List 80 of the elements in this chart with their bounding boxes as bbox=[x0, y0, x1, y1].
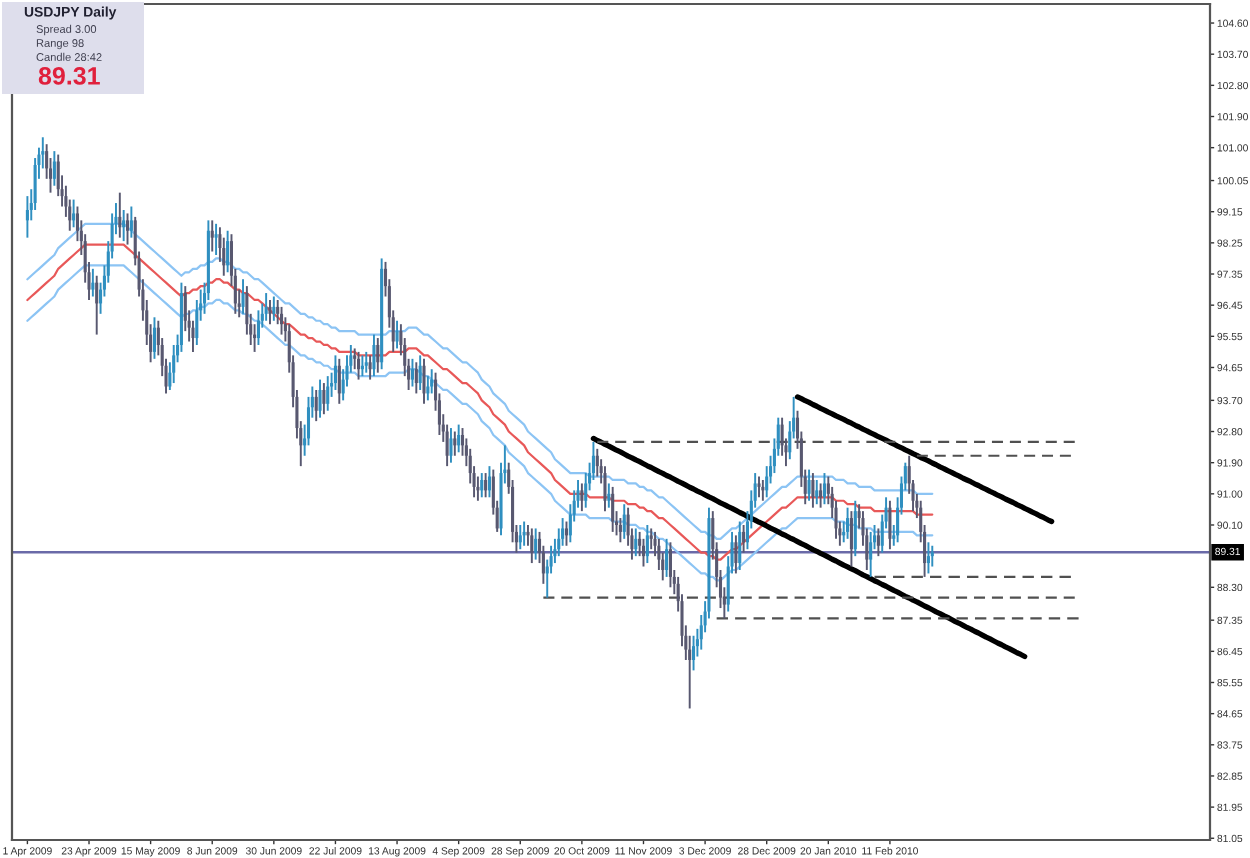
line-series bbox=[794, 394, 1055, 525]
candlestick bbox=[822, 472, 826, 506]
candlestick bbox=[668, 541, 672, 589]
candlestick bbox=[91, 267, 95, 298]
candlestick bbox=[256, 309, 260, 346]
candlestick bbox=[634, 527, 638, 558]
candlestick bbox=[603, 465, 607, 513]
candlestick bbox=[314, 389, 318, 423]
candlestick bbox=[95, 274, 99, 336]
candlestick bbox=[665, 537, 669, 578]
candlestick bbox=[457, 423, 461, 454]
candlestick bbox=[742, 524, 746, 554]
candlestick bbox=[645, 524, 649, 565]
candlestick bbox=[322, 382, 326, 416]
candlestick bbox=[815, 479, 819, 506]
candlestick bbox=[364, 350, 368, 374]
candlestick bbox=[372, 333, 376, 378]
candlestick bbox=[210, 219, 214, 253]
candlestick bbox=[692, 634, 696, 672]
candlestick bbox=[326, 375, 330, 412]
candlestick bbox=[118, 191, 122, 239]
candlestick bbox=[125, 212, 130, 246]
candlestick bbox=[622, 503, 626, 540]
candlestick bbox=[757, 475, 761, 499]
candlestick bbox=[738, 520, 742, 571]
candlestick bbox=[422, 357, 426, 405]
candlestick bbox=[807, 468, 811, 502]
candlestick bbox=[357, 350, 361, 381]
line-series bbox=[590, 435, 1028, 660]
candlestick bbox=[333, 354, 337, 391]
candlestick bbox=[318, 378, 322, 419]
candlestick bbox=[368, 354, 372, 381]
candlestick bbox=[853, 499, 857, 558]
candlestick bbox=[930, 544, 934, 568]
candlestick bbox=[564, 520, 569, 547]
candlestick bbox=[869, 530, 873, 578]
candlestick bbox=[487, 465, 492, 499]
candlestick bbox=[876, 527, 880, 558]
candlestick bbox=[618, 517, 622, 544]
candlestick bbox=[72, 198, 76, 229]
candlestick bbox=[122, 209, 126, 243]
candlestick bbox=[418, 354, 422, 391]
candlestick bbox=[449, 427, 453, 464]
candlestick bbox=[811, 472, 815, 509]
candlestick bbox=[129, 205, 133, 239]
candlestick bbox=[376, 337, 380, 374]
candlestick bbox=[849, 510, 853, 568]
candlestick bbox=[734, 534, 738, 575]
candlestick bbox=[888, 499, 892, 551]
candlestick bbox=[846, 506, 850, 540]
candlestick bbox=[410, 357, 414, 388]
annotation: 89.31 bbox=[38, 67, 100, 85]
candlestick bbox=[214, 222, 218, 256]
candlestick bbox=[414, 361, 418, 395]
candlestick bbox=[226, 229, 230, 274]
candlestick bbox=[595, 447, 599, 478]
candlestick bbox=[152, 316, 157, 360]
candlestick bbox=[649, 527, 653, 551]
candlestick bbox=[337, 357, 341, 405]
candlestick bbox=[611, 485, 615, 533]
candlestick bbox=[484, 472, 488, 499]
candlestick bbox=[518, 524, 522, 551]
candlestick bbox=[530, 527, 534, 565]
candlestick bbox=[819, 482, 823, 509]
candlestick bbox=[272, 295, 276, 322]
candlestick bbox=[268, 299, 272, 326]
candlestick bbox=[264, 292, 268, 322]
candlestick bbox=[607, 482, 611, 509]
candlestick bbox=[926, 541, 930, 575]
candlestick bbox=[25, 195, 29, 239]
candlestick bbox=[395, 319, 399, 350]
candlestick bbox=[453, 430, 457, 457]
candlestick bbox=[241, 278, 245, 315]
candlestick bbox=[52, 150, 56, 187]
candlestick bbox=[480, 472, 484, 499]
candlestick bbox=[534, 527, 538, 561]
candlestick bbox=[580, 482, 584, 513]
candlestick bbox=[430, 368, 434, 395]
candlestick bbox=[280, 305, 284, 336]
candlestick bbox=[641, 537, 646, 568]
